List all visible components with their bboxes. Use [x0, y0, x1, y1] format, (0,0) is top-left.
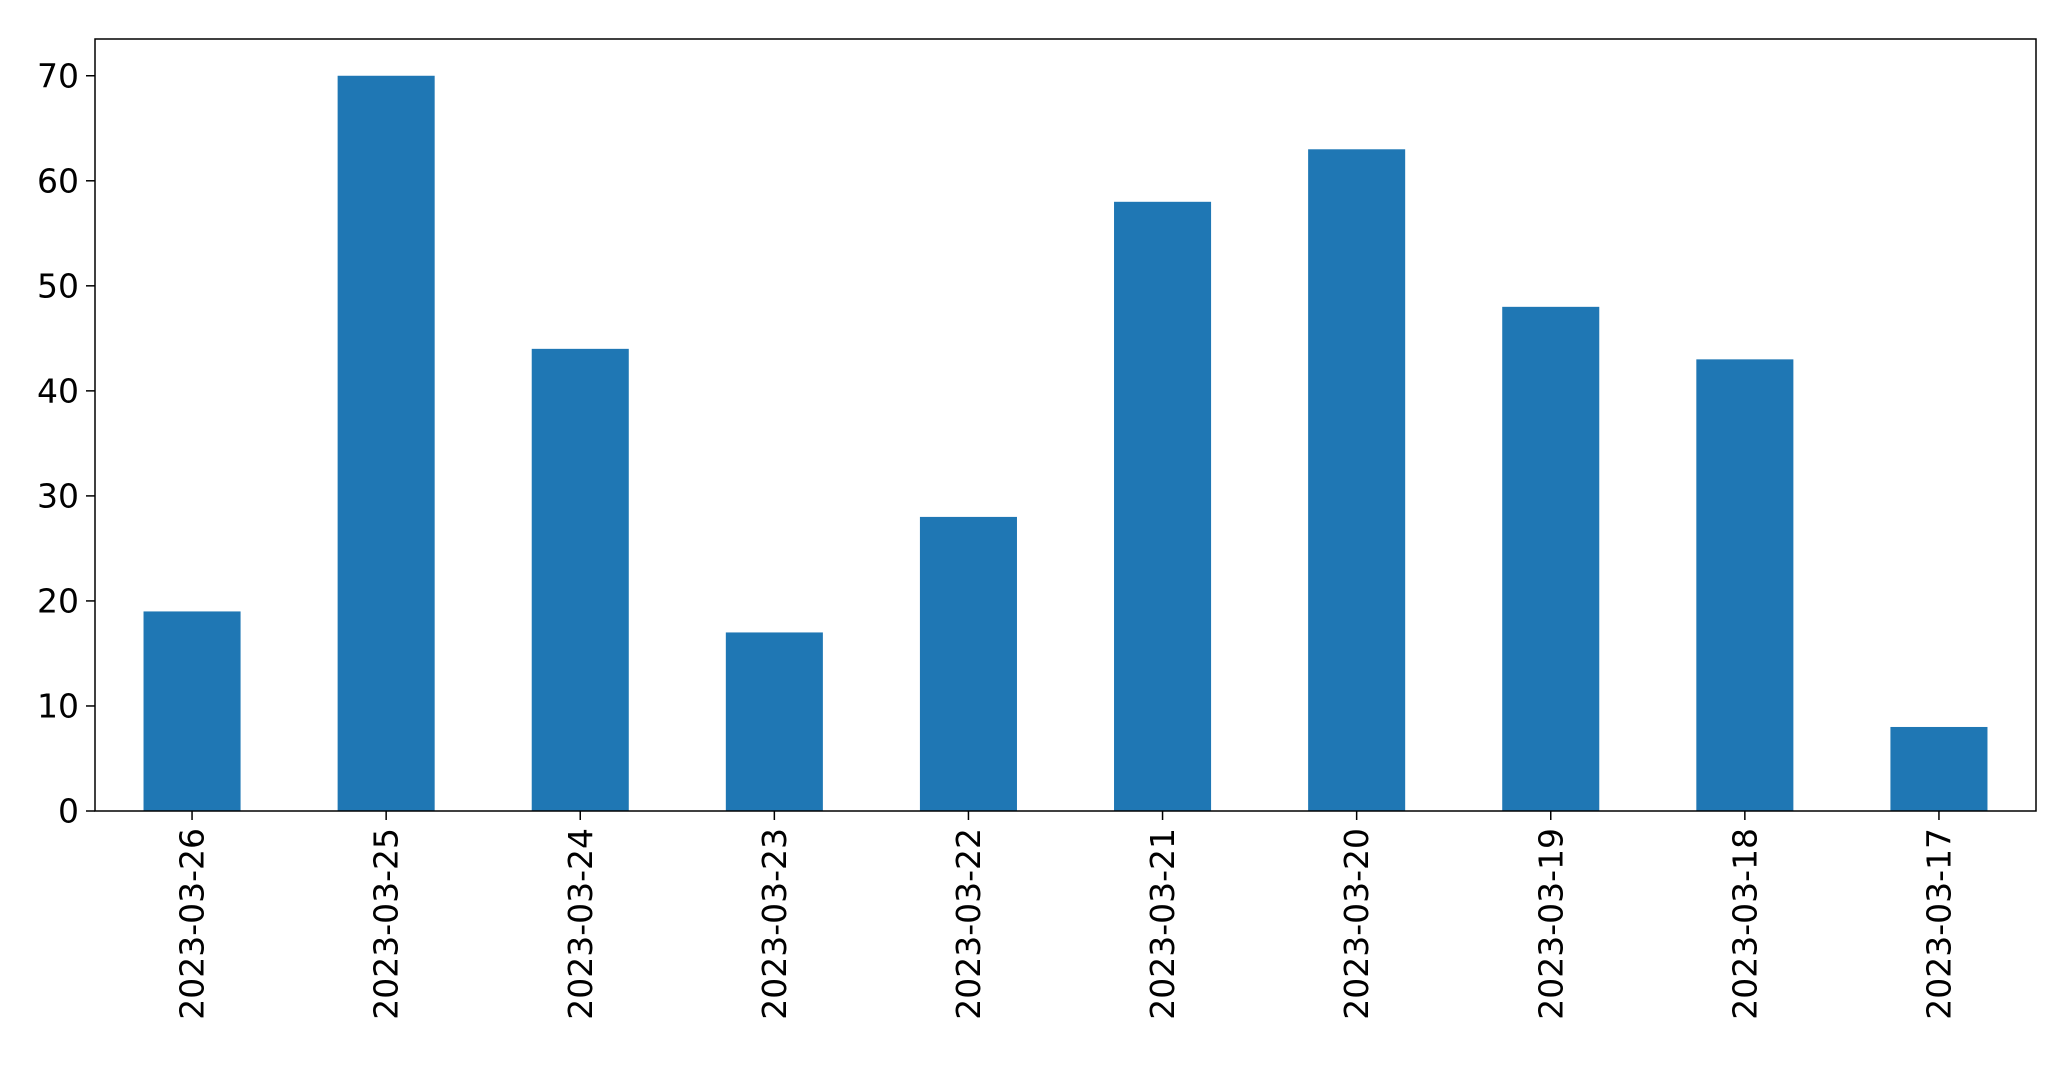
x-tick-label: 2023-03-19 — [1531, 828, 1570, 1020]
y-tick-label: 30 — [37, 476, 79, 515]
y-tick-label: 70 — [37, 56, 79, 95]
bar-2023-03-24 — [531, 348, 629, 811]
x-tick-label: 2023-03-23 — [755, 828, 794, 1020]
y-tick-label: 60 — [37, 161, 79, 200]
y-axis: 0 10 20 30 40 50 60 70 — [37, 56, 95, 831]
bars-layer — [143, 75, 1988, 812]
bar-2023-03-25 — [337, 75, 435, 811]
bar-2023-03-19 — [1502, 306, 1600, 811]
x-tick-label: 2023-03-17 — [1919, 828, 1958, 1020]
x-tick-label: 2023-03-22 — [949, 828, 988, 1020]
x-tick-label: 2023-03-25 — [367, 828, 406, 1020]
bar-2023-03-23 — [725, 632, 823, 811]
bar-2023-03-18 — [1696, 359, 1794, 811]
bar-2023-03-17 — [1890, 726, 1988, 811]
x-axis: 2023-03-26 2023-03-25 2023-03-24 2023-03-23… — [173, 811, 1958, 1020]
y-tick-label: 10 — [37, 686, 79, 725]
y-tick-label: 20 — [37, 581, 79, 620]
x-tick-label: 2023-03-20 — [1337, 828, 1376, 1020]
x-tick-label: 2023-03-21 — [1143, 828, 1182, 1020]
x-tick-label: 2023-03-24 — [561, 828, 600, 1020]
bar-2023-03-20 — [1308, 149, 1406, 812]
bar-2023-03-21 — [1114, 201, 1212, 811]
x-tick-label: 2023-03-18 — [1725, 828, 1764, 1020]
y-tick-label: 0 — [58, 792, 79, 831]
x-tick-label: 2023-03-26 — [173, 828, 212, 1020]
y-tick-label: 50 — [37, 266, 79, 305]
bar-2023-03-26 — [143, 611, 241, 811]
y-tick-label: 40 — [37, 371, 79, 410]
axes-frame — [94, 38, 2037, 812]
bar-2023-03-22 — [919, 516, 1017, 811]
